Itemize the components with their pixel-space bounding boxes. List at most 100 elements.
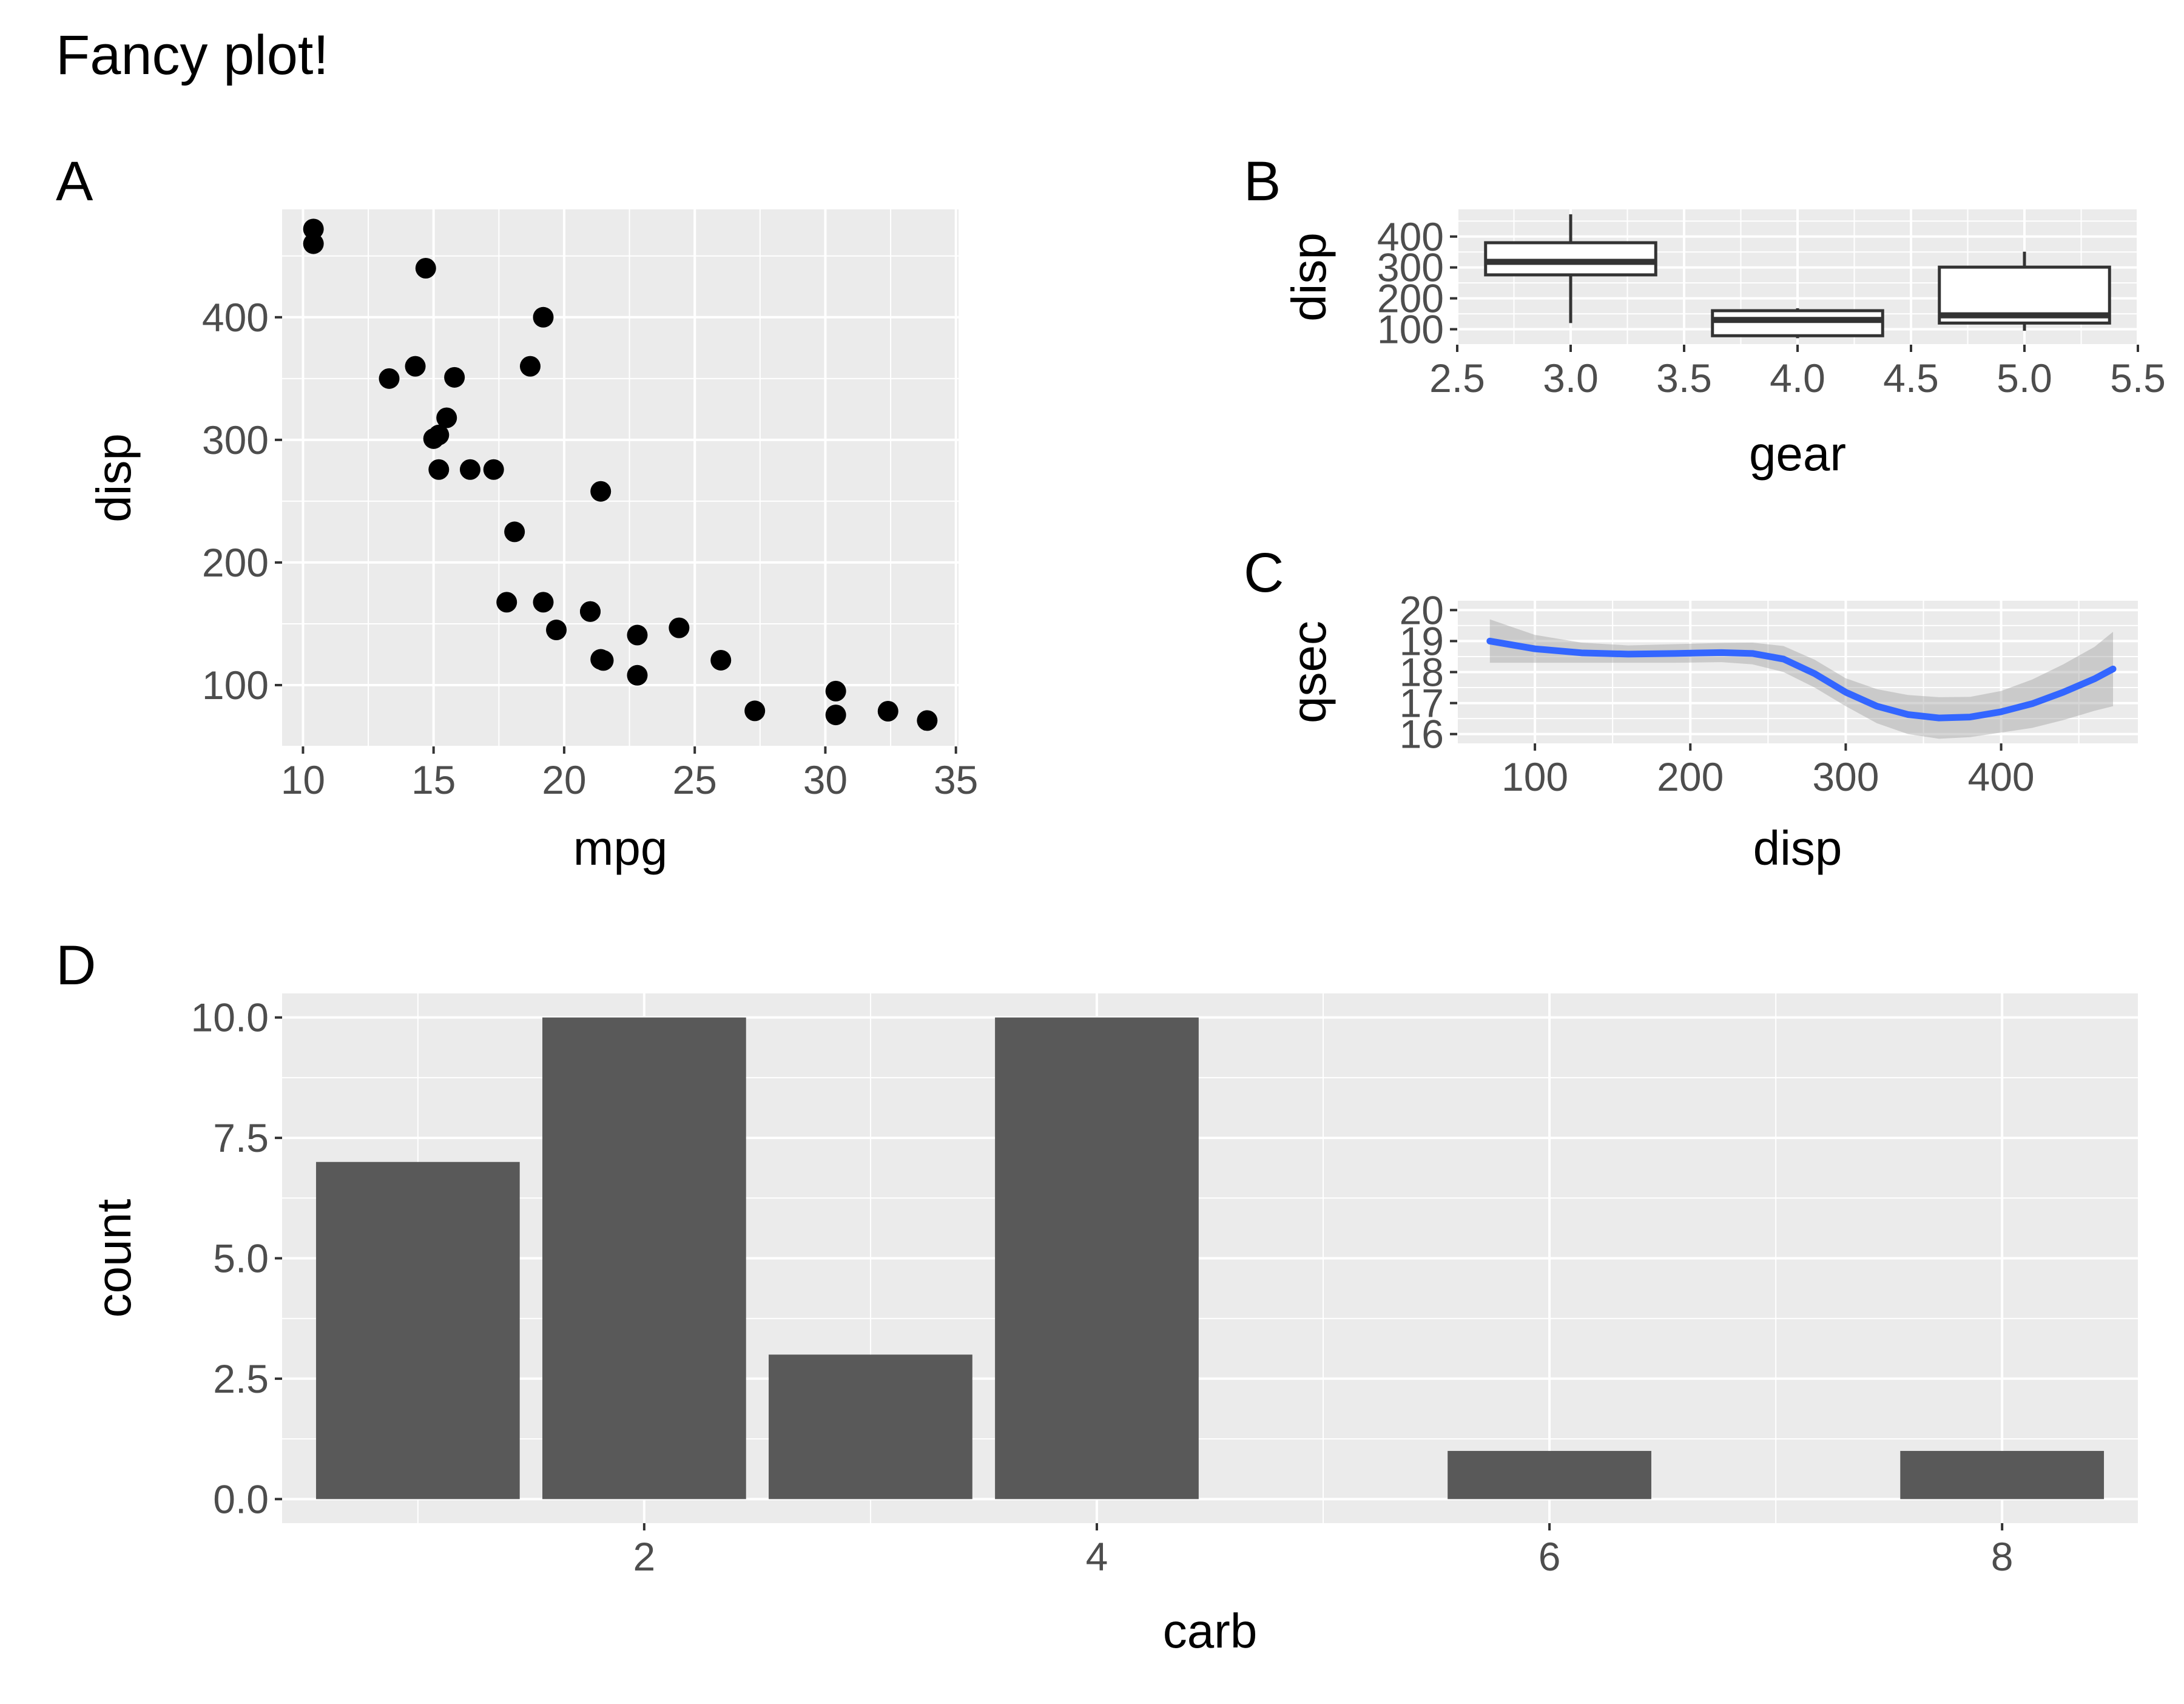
y-tick-label: 100: [202, 663, 269, 708]
x-tick-label: 5.0: [1997, 356, 2052, 401]
scatter-point: [710, 649, 732, 671]
x-tick-label: 35: [934, 757, 978, 802]
x-tick-label: 100: [1502, 754, 1568, 799]
panel-a: A 10 15 20 25 30 35 100 200 300 400 mpg disp: [56, 150, 978, 875]
scatter-point: [519, 356, 541, 377]
scatter-point: [415, 257, 436, 279]
x-tick-label: 8: [1991, 1534, 2014, 1579]
x-tick-label: 3.5: [1656, 356, 1712, 401]
y-axis-title: qsec: [1282, 621, 1336, 723]
x-tick-label: 20: [542, 757, 586, 802]
y-axis-title: disp: [1282, 232, 1336, 322]
box-iqr: [1484, 241, 1657, 277]
x-tick-label: 6: [1539, 1534, 1561, 1579]
panel-tag: B: [1244, 150, 1281, 212]
panel-tag: A: [56, 150, 93, 212]
x-tick-label: 30: [803, 757, 848, 802]
x-axis-title: gear: [1749, 427, 1846, 481]
scatter-point: [579, 601, 601, 622]
scatter-point: [303, 233, 324, 254]
bar: [995, 1017, 1199, 1499]
x-tick-label: 25: [672, 757, 716, 802]
y-tick-label: 16: [1400, 712, 1444, 757]
scatter-point: [483, 459, 504, 480]
box-iqr: [1711, 309, 1884, 337]
y-tick-label: 400: [1377, 214, 1444, 259]
scatter-point: [825, 680, 846, 702]
boxplot-box: [1484, 214, 1657, 323]
x-tick-label: 4.0: [1770, 356, 1825, 401]
confidence-band: [1489, 619, 2114, 739]
bar: [315, 1161, 520, 1499]
x-tick-label: 300: [1812, 754, 1879, 799]
panel-tag: C: [1244, 542, 1284, 604]
y-tick-label: 400: [202, 295, 269, 340]
y-tick-label: 100: [1377, 307, 1444, 352]
scatter-point: [496, 592, 517, 613]
scatter-point: [917, 710, 938, 731]
y-tick-label: 5.0: [213, 1236, 269, 1281]
y-tick-label: 200: [1377, 276, 1444, 321]
y-tick-label: 17: [1400, 681, 1444, 726]
scatter-point: [590, 481, 612, 502]
y-tick-label: 2.5: [213, 1356, 269, 1401]
scatter-point: [428, 459, 450, 480]
y-tick-label: 0.0: [213, 1476, 269, 1521]
y-axis-title: count: [87, 1199, 141, 1318]
bar: [1448, 1450, 1651, 1499]
scatter-point: [546, 620, 567, 641]
smooth-line: [1486, 637, 2117, 722]
x-tick-label: 2: [633, 1534, 656, 1579]
scatter-point: [744, 700, 766, 722]
figure-title: Fancy plot!: [56, 24, 329, 86]
scatter-point: [627, 624, 648, 646]
scatter-point: [379, 368, 400, 389]
x-tick-label: 10: [281, 757, 325, 802]
boxplot-box: [1711, 308, 1884, 339]
panel-tag: D: [56, 935, 96, 996]
bar: [1900, 1450, 2105, 1499]
scatter-point: [627, 664, 648, 686]
scatter-point: [405, 356, 426, 377]
scatter-point: [877, 701, 898, 722]
scatter-point: [669, 617, 690, 638]
x-tick-label: 3.0: [1543, 356, 1599, 401]
x-tick-label: 4.5: [1883, 356, 1939, 401]
scatter-point: [504, 521, 525, 543]
y-tick-label: 200: [202, 540, 269, 585]
panel-d: D 2 4 6 8 0.0 2.5 5.0 7.5 10.0 carb count: [56, 935, 2138, 1658]
scatter-point: [444, 367, 465, 388]
x-tick-label: 200: [1657, 754, 1724, 799]
x-tick-label: 15: [411, 757, 456, 802]
y-axis-title: disp: [87, 433, 141, 522]
y-tick-label: 300: [202, 418, 269, 462]
scatter-point: [436, 407, 457, 428]
scatter-point: [303, 218, 324, 240]
boxplot-box: [1938, 251, 2111, 331]
panel-background: [282, 209, 959, 746]
y-tick-label: 10.0: [191, 995, 269, 1040]
x-tick-label: 4: [1086, 1534, 1108, 1579]
x-axis-title: carb: [1163, 1604, 1258, 1658]
y-tick-label: 7.5: [213, 1115, 269, 1160]
scatter-point: [423, 428, 444, 449]
bar: [542, 1017, 746, 1499]
y-tick-label: 300: [1377, 245, 1444, 290]
scatter-point: [533, 306, 554, 328]
x-tick-label: 2.5: [1429, 356, 1485, 401]
x-tick-label: 5.5: [2110, 356, 2166, 401]
scatter-point: [825, 705, 846, 726]
y-tick-label: 19: [1400, 618, 1444, 663]
scatter-point: [590, 649, 612, 670]
bar: [769, 1354, 972, 1499]
x-tick-label: 400: [1968, 754, 2035, 799]
scatter-point: [533, 592, 554, 613]
y-tick-label: 20: [1400, 587, 1444, 632]
x-axis-title: mpg: [573, 821, 668, 875]
y-tick-label: 18: [1400, 650, 1444, 695]
x-axis-title: disp: [1753, 821, 1842, 875]
